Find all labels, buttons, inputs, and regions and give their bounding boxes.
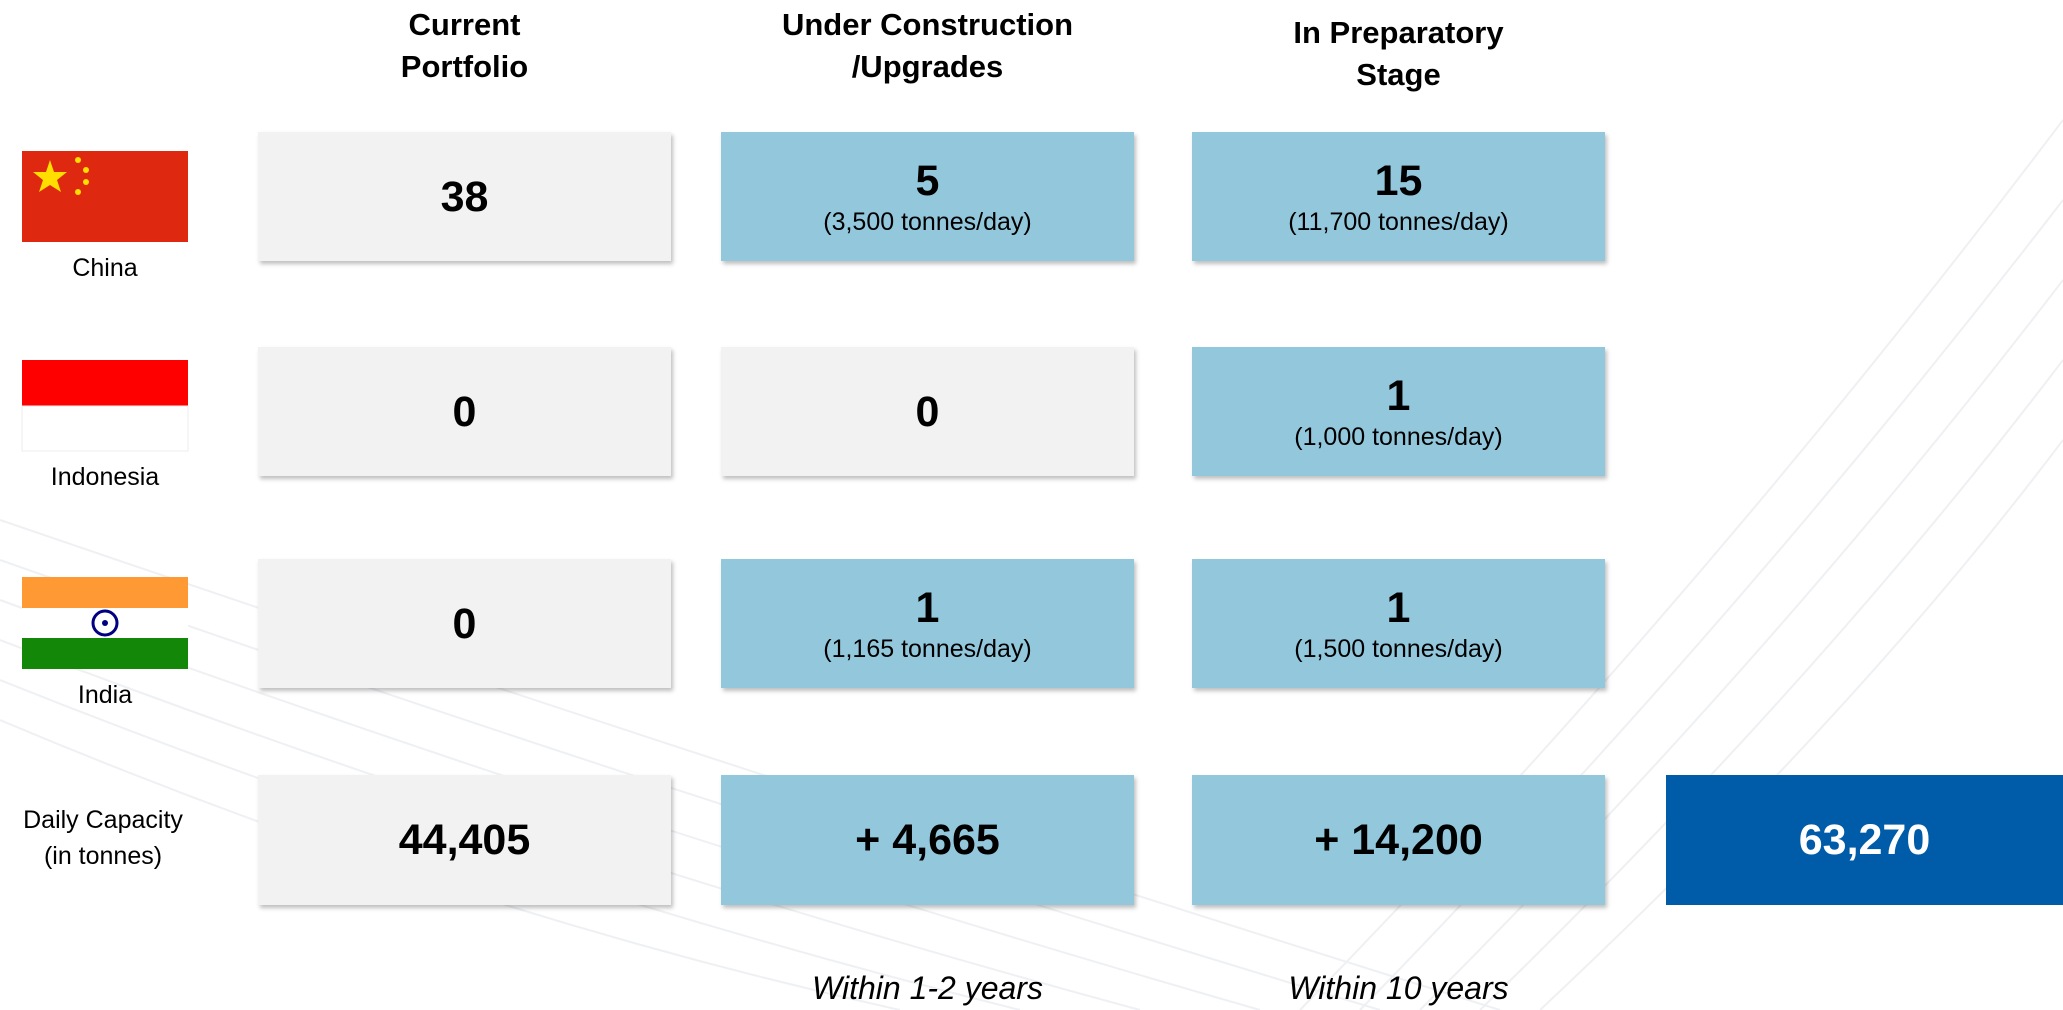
header-line: Current (408, 7, 521, 42)
flag-india (22, 577, 188, 669)
column-header: In Preparatory Stage (1192, 12, 1605, 96)
cell-value: 1 (915, 583, 940, 632)
cell-value: 0 (452, 599, 477, 648)
country-label: China (72, 254, 138, 282)
cell-value: 38 (440, 172, 489, 221)
cell-detail: (1,500 tonnes/day) (1294, 634, 1503, 663)
flag-indonesia (21, 360, 189, 452)
country-label: Indonesia (50, 463, 160, 491)
header-line: Portfolio (400, 49, 529, 84)
country-label: India (77, 681, 133, 709)
cell: 0 (258, 347, 671, 476)
cell: 15 (11,700 tonnes/day) (1192, 132, 1605, 261)
cell-value: 5 (915, 156, 940, 205)
capacity-total: 63,270 (1666, 775, 2063, 905)
flag-china (22, 151, 188, 242)
header-line: Under Construction (781, 7, 1074, 42)
capacity-cell: + 4,665 (721, 775, 1134, 905)
cell-value: 0 (915, 387, 940, 436)
capacity-total-value: 63,270 (1798, 816, 1931, 864)
capacity-value: + 14,200 (1314, 816, 1483, 864)
cell: 38 (258, 132, 671, 261)
capacity-label: Daily Capacity (in tonnes) (3, 802, 203, 874)
cell-value: 0 (452, 387, 477, 436)
cell-value: 1 (1386, 583, 1411, 632)
cell-detail: (11,700 tonnes/day) (1288, 207, 1509, 236)
column-header: Current Portfolio (258, 4, 671, 88)
header-line: /Upgrades (851, 49, 1004, 84)
cell: 1 (1,165 tonnes/day) (721, 559, 1134, 688)
cell: 5 (3,500 tonnes/day) (721, 132, 1134, 261)
timeframe: Within 10 years (1288, 970, 1509, 1006)
header-line: In Preparatory (1293, 15, 1504, 50)
column-header: Under Construction/Upgrades (721, 4, 1134, 88)
cell: 0 (258, 559, 671, 688)
cell: 0 (721, 347, 1134, 476)
capacity-value: 44,405 (398, 816, 531, 864)
header-line: Stage (1356, 57, 1441, 92)
capacity-cell: + 14,200 (1192, 775, 1605, 905)
cell-detail: (3,500 tonnes/day) (823, 207, 1032, 236)
capacity-label-line: (in tonnes) (43, 842, 163, 870)
capacity-value: + 4,665 (855, 816, 1000, 864)
timeframe: Within 1-2 years (812, 970, 1043, 1006)
capacity-cell: 44,405 (258, 775, 671, 905)
cell: 1 (1,500 tonnes/day) (1192, 559, 1605, 688)
cell-value: 15 (1374, 156, 1423, 205)
cell-detail: (1,000 tonnes/day) (1294, 422, 1503, 451)
cell: 1 (1,000 tonnes/day) (1192, 347, 1605, 476)
capacity-label-line: Daily Capacity (23, 806, 183, 834)
cell-detail: (1,165 tonnes/day) (823, 634, 1032, 663)
cell-value: 1 (1386, 371, 1411, 420)
